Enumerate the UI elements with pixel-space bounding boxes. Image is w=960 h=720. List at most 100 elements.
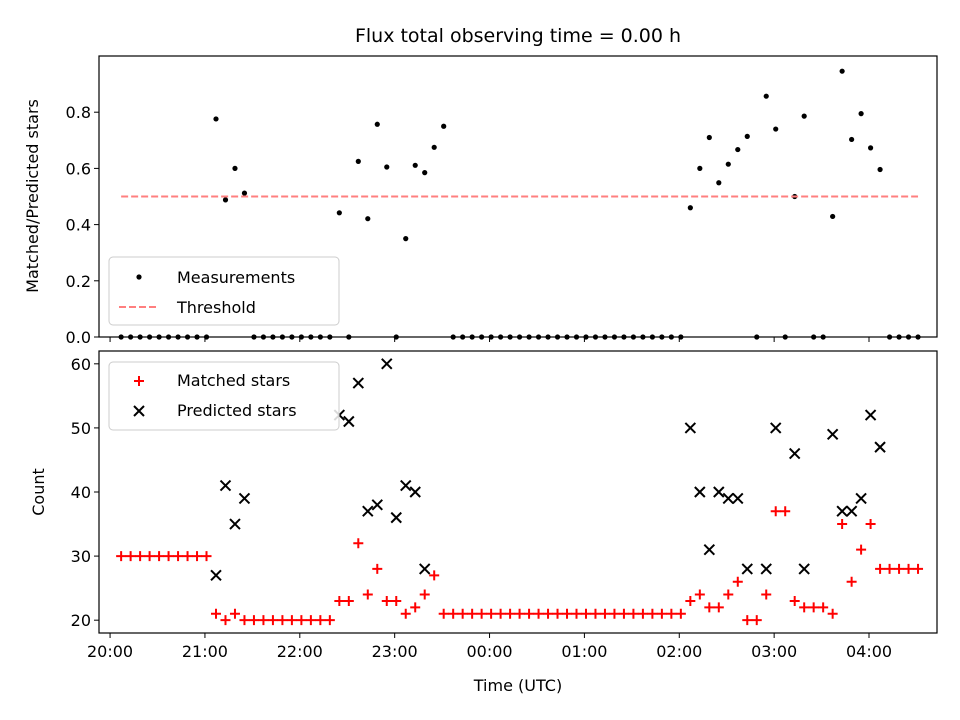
- matched-star-point: [732, 576, 743, 587]
- bottom-x-tick-label: 00:00: [466, 642, 512, 661]
- matched-star-point: [723, 589, 734, 600]
- matched-star-point: [419, 589, 430, 600]
- matched-star-point: [799, 602, 810, 613]
- matched-star-point: [353, 538, 364, 549]
- matched-star-point: [770, 506, 781, 517]
- measurement-point: [763, 93, 769, 99]
- legend-measurements-label: Measurements: [177, 268, 295, 287]
- matched-star-point: [116, 551, 127, 562]
- matched-star-point: [182, 551, 193, 562]
- matched-star-point: [713, 602, 724, 613]
- bottom-x-axis-label: Time (UTC): [473, 676, 562, 695]
- predicted-star-point: [798, 563, 810, 575]
- measurement-point: [725, 161, 731, 167]
- measurement-point: [441, 123, 447, 129]
- matched-star-point: [192, 551, 203, 562]
- matched-star-point: [267, 615, 278, 626]
- predicted-star-point: [210, 569, 222, 582]
- predicted-star-point: [390, 511, 402, 524]
- matched-star-point: [618, 608, 629, 619]
- matched-star-point: [903, 563, 914, 574]
- matched-star-point: [334, 595, 345, 606]
- bottom-legend-frame: [108, 361, 340, 431]
- predicted-star-point: [694, 486, 706, 498]
- top-y-tick-label: 0.8: [66, 103, 91, 122]
- top-y-tick-label: 0.4: [66, 216, 91, 235]
- matched-star-point: [789, 595, 800, 606]
- matched-star-point: [647, 608, 658, 619]
- matched-star-point: [343, 595, 354, 606]
- matched-star-point: [163, 551, 174, 562]
- predicted-star-point: [219, 479, 232, 492]
- predicted-star-point: [371, 499, 383, 511]
- bottom-x-tick-label: 03:00: [751, 642, 797, 661]
- predicted-star-point: [381, 358, 393, 370]
- measurement-point: [336, 210, 342, 216]
- matched-star-point: [211, 608, 222, 619]
- predicted-star-point: [684, 422, 697, 434]
- predicted-star-point: [409, 486, 421, 498]
- matched-star-point: [761, 589, 772, 600]
- measurement-point: [431, 144, 437, 150]
- legend-threshold-label: Threshold: [176, 298, 256, 317]
- top-axes-frame: [98, 55, 938, 338]
- bottom-y-tick-label: 30: [71, 547, 91, 566]
- measurement-point: [716, 180, 722, 186]
- matched-star-point: [144, 551, 155, 562]
- bottom-y-tick-label: 50: [71, 419, 91, 438]
- bottom-panel: 20 30 40 50 60 20:00 21:00 22:00 23:00 00:00 01:00…: [71, 350, 938, 661]
- measurement-point: [241, 190, 248, 196]
- matched-star-point: [875, 563, 886, 574]
- matched-star-point: [808, 602, 819, 613]
- bottom-legend: Matched stars Predicted stars: [108, 361, 340, 431]
- matched-star-point: [543, 608, 554, 619]
- matched-star-point: [457, 608, 468, 619]
- legend-matched-label: Matched stars: [177, 371, 290, 390]
- matched-star-point: [856, 544, 867, 555]
- matched-star-point: [486, 608, 497, 619]
- matched-star-point: [135, 551, 146, 562]
- matched-star-point: [495, 608, 506, 619]
- measurement-point: [697, 165, 703, 171]
- bottom-x-tick-label: 22:00: [277, 642, 323, 661]
- matched-star-point: [666, 608, 677, 619]
- bottom-x-tick-label: 04:00: [846, 642, 892, 661]
- matched-star-point: [239, 615, 250, 626]
- predicted-star-point: [732, 492, 744, 505]
- measurement-point: [867, 145, 874, 151]
- matched-star-point: [476, 608, 487, 619]
- matched-star-point: [514, 608, 525, 619]
- bottom-x-tick-label: 23:00: [372, 642, 418, 661]
- predicted-star-point: [362, 505, 374, 517]
- matched-star-point: [154, 551, 165, 562]
- matched-star-point: [381, 595, 392, 606]
- matched-star-point: [305, 615, 316, 626]
- matched-star-point: [467, 608, 478, 619]
- predicted-star-point: [722, 492, 734, 505]
- predicted-star-point: [238, 492, 251, 505]
- matched-star-point: [533, 608, 544, 619]
- top-y-tick-label: 0.6: [66, 159, 91, 178]
- matched-star-point: [562, 608, 573, 619]
- matched-star-point: [894, 563, 905, 574]
- matched-star-point: [505, 608, 516, 619]
- matched-star-point: [201, 551, 212, 562]
- legend-measurements-marker: [136, 274, 142, 280]
- measurement-point: [412, 162, 418, 168]
- measurement-point: [422, 170, 428, 176]
- matched-star-point: [438, 608, 449, 619]
- matched-star-point: [429, 570, 440, 581]
- measurement-point: [773, 126, 779, 132]
- matched-star-point: [410, 602, 421, 613]
- measurement-point: [858, 111, 864, 117]
- top-y-tick-label: 0.0: [66, 328, 91, 347]
- matched-star-point: [248, 615, 259, 626]
- predicted-star-point: [770, 422, 782, 434]
- matched-star-point: [818, 602, 829, 613]
- bottom-y-tick-label: 20: [71, 611, 91, 630]
- measurement-point: [213, 116, 219, 122]
- predicted-star-point: [874, 441, 886, 453]
- matched-star-point: [637, 608, 648, 619]
- matched-star-point: [524, 608, 535, 619]
- bottom-axes-frame: [98, 350, 938, 634]
